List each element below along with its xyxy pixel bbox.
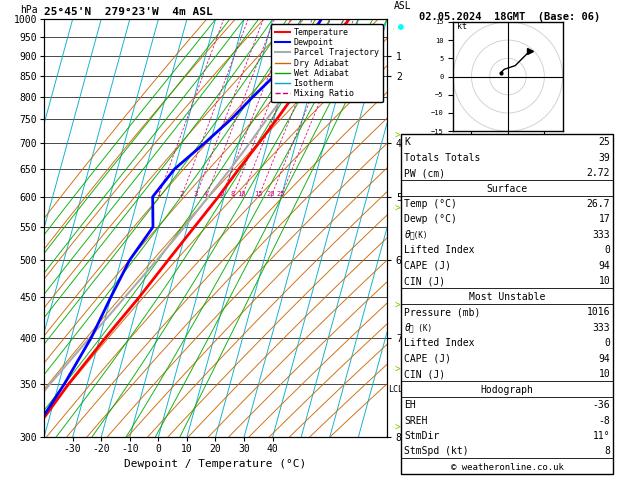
- Text: >: >: [394, 301, 400, 311]
- Text: Lifted Index: Lifted Index: [404, 245, 475, 256]
- Text: 333: 333: [593, 323, 610, 333]
- Text: 02.05.2024  18GMT  (Base: 06): 02.05.2024 18GMT (Base: 06): [419, 12, 600, 22]
- Text: ⁠: ⁠: [393, 28, 394, 30]
- Text: CIN (J): CIN (J): [404, 369, 445, 379]
- Text: ⁠: ⁠: [393, 305, 394, 307]
- Text: 8: 8: [604, 447, 610, 456]
- Text: 10: 10: [598, 277, 610, 286]
- Text: 10: 10: [238, 191, 246, 197]
- Text: EH: EH: [404, 400, 416, 410]
- Text: 94: 94: [598, 354, 610, 364]
- Text: θ: θ: [404, 230, 410, 240]
- Text: ⁠: ⁠: [393, 427, 394, 428]
- Y-axis label: Mixing Ratio (g/kg): Mixing Ratio (g/kg): [413, 173, 423, 284]
- Text: Surface: Surface: [487, 184, 528, 193]
- Text: LCL: LCL: [389, 384, 404, 394]
- Text: 1016: 1016: [587, 307, 610, 317]
- Text: 17: 17: [598, 214, 610, 225]
- Text: 6: 6: [220, 191, 224, 197]
- Text: 0: 0: [604, 338, 610, 348]
- Text: CIN (J): CIN (J): [404, 277, 445, 286]
- Text: hPa: hPa: [20, 5, 38, 15]
- Text: 25°45'N  279°23'W  4m ASL: 25°45'N 279°23'W 4m ASL: [44, 7, 213, 17]
- Text: ⁠: ⁠: [393, 138, 394, 139]
- Text: 4: 4: [204, 191, 208, 197]
- Text: 39: 39: [598, 153, 610, 163]
- Text: Hodograph: Hodograph: [481, 384, 534, 395]
- Text: K: K: [404, 137, 410, 147]
- Text: © weatheronline.co.uk: © weatheronline.co.uk: [451, 463, 564, 472]
- Text: >: >: [394, 423, 400, 433]
- Text: Totals Totals: Totals Totals: [404, 153, 481, 163]
- Text: 333: 333: [593, 230, 610, 240]
- Text: CAPE (J): CAPE (J): [404, 354, 452, 364]
- Text: 26.7: 26.7: [587, 199, 610, 209]
- Text: -36: -36: [593, 400, 610, 410]
- Text: 3: 3: [194, 191, 198, 197]
- Text: Dewp (°C): Dewp (°C): [404, 214, 457, 225]
- Text: 1: 1: [156, 191, 160, 197]
- Text: ᴇ (K): ᴇ (K): [409, 323, 433, 332]
- Text: Temp (°C): Temp (°C): [404, 199, 457, 209]
- Text: 20: 20: [267, 191, 276, 197]
- Text: >: >: [394, 131, 400, 141]
- Text: 2: 2: [179, 191, 184, 197]
- Text: 25: 25: [277, 191, 285, 197]
- Text: kt: kt: [457, 22, 467, 31]
- Text: θ: θ: [404, 323, 410, 333]
- Text: >: >: [394, 364, 400, 374]
- Text: -8: -8: [598, 416, 610, 426]
- Text: ●: ●: [398, 22, 404, 32]
- Text: Lifted Index: Lifted Index: [404, 338, 475, 348]
- Text: 11°: 11°: [593, 431, 610, 441]
- Text: SREH: SREH: [404, 416, 428, 426]
- Text: 25: 25: [598, 137, 610, 147]
- X-axis label: Dewpoint / Temperature (°C): Dewpoint / Temperature (°C): [125, 458, 306, 469]
- Text: ⁠: ⁠: [393, 368, 394, 370]
- Text: 94: 94: [598, 261, 610, 271]
- Text: StmSpd (kt): StmSpd (kt): [404, 447, 469, 456]
- Text: CAPE (J): CAPE (J): [404, 261, 452, 271]
- Text: PW (cm): PW (cm): [404, 168, 445, 178]
- Text: 15: 15: [255, 191, 263, 197]
- Text: Most Unstable: Most Unstable: [469, 292, 545, 302]
- Text: >: >: [394, 204, 400, 214]
- Text: ᴇ(K): ᴇ(K): [409, 230, 428, 240]
- Text: 2.72: 2.72: [587, 168, 610, 178]
- Text: 0: 0: [604, 245, 610, 256]
- Text: Pressure (mb): Pressure (mb): [404, 307, 481, 317]
- Text: ⁠: ⁠: [393, 208, 394, 209]
- Text: StmDir: StmDir: [404, 431, 440, 441]
- Legend: Temperature, Dewpoint, Parcel Trajectory, Dry Adiabat, Wet Adiabat, Isotherm, Mi: Temperature, Dewpoint, Parcel Trajectory…: [271, 24, 382, 103]
- Text: km
ASL: km ASL: [394, 0, 411, 11]
- Text: 10: 10: [598, 369, 610, 379]
- Text: 8: 8: [231, 191, 235, 197]
